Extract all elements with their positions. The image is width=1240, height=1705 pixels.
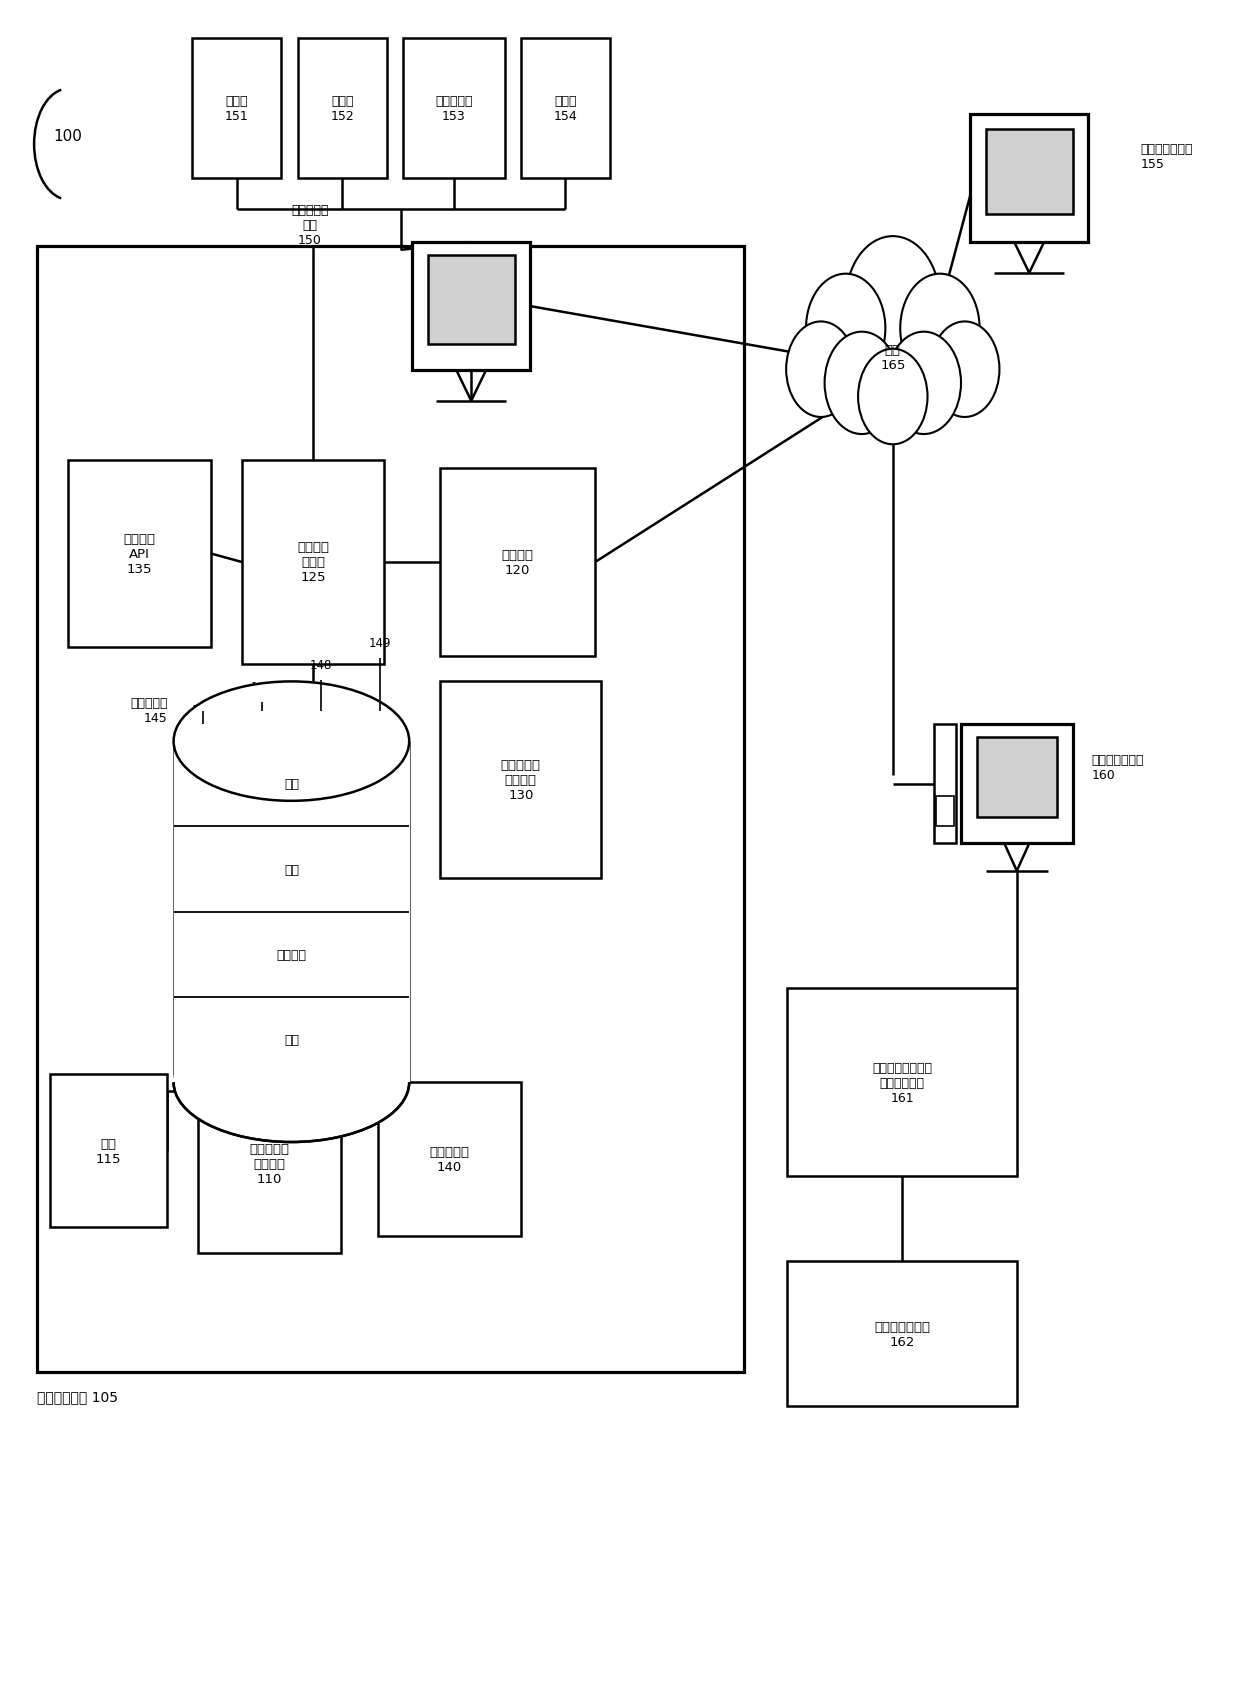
Circle shape — [887, 332, 961, 435]
Text: 转换器
152: 转换器 152 — [330, 95, 355, 123]
Text: 内容数据: 内容数据 — [277, 948, 306, 962]
Bar — [521, 39, 610, 179]
Circle shape — [806, 275, 885, 384]
Circle shape — [846, 237, 940, 367]
Circle shape — [786, 322, 856, 418]
Bar — [961, 725, 1073, 844]
Circle shape — [930, 322, 999, 418]
Text: 服务提供者自然语
言处理器组件
161: 服务提供者自然语 言处理器组件 161 — [872, 1061, 932, 1105]
Ellipse shape — [174, 682, 409, 801]
Text: 传感器
151: 传感器 151 — [224, 95, 249, 123]
Text: 147: 147 — [250, 680, 273, 694]
Text: 接口
115: 接口 115 — [95, 1137, 122, 1165]
Text: 直接动作
API
135: 直接动作 API 135 — [124, 532, 155, 576]
Text: 100: 100 — [53, 130, 83, 143]
Bar — [428, 256, 515, 344]
Text: 客户端计算
设备
150: 客户端计算 设备 150 — [291, 203, 329, 247]
Bar — [787, 989, 1017, 1176]
Text: 自然语言处
理器组件
110: 自然语言处 理器组件 110 — [249, 1142, 290, 1185]
Bar — [37, 247, 744, 1373]
Text: 146: 146 — [192, 702, 215, 716]
Text: 模板: 模板 — [284, 1033, 299, 1047]
Text: 149: 149 — [368, 636, 391, 650]
Text: 148: 148 — [310, 658, 332, 672]
Text: 数据处理系统 105: 数据处理系统 105 — [37, 1390, 118, 1403]
Text: 数据存储库
145: 数据存储库 145 — [130, 697, 167, 725]
Circle shape — [858, 350, 928, 445]
Text: 预测组件
120: 预测组件 120 — [502, 549, 533, 576]
Bar — [440, 682, 601, 878]
Bar — [934, 725, 956, 844]
Bar — [298, 39, 387, 179]
Bar — [50, 1074, 167, 1228]
Circle shape — [900, 275, 980, 384]
Bar — [403, 39, 505, 179]
Bar — [787, 1262, 1017, 1407]
Bar — [174, 742, 409, 1083]
Bar — [192, 39, 281, 179]
Text: 网络
165: 网络 165 — [880, 344, 905, 372]
Ellipse shape — [174, 1023, 409, 1142]
Bar — [986, 130, 1073, 215]
Text: 音频信号生
成器组件
130: 音频信号生 成器组件 130 — [501, 759, 541, 801]
Text: 策略: 策略 — [284, 863, 299, 876]
Text: 音频驱动器
153: 音频驱动器 153 — [435, 95, 472, 123]
Bar — [977, 737, 1058, 817]
Text: 会话处理机
140: 会话处理机 140 — [429, 1146, 470, 1173]
Text: 内容提供者设备
155: 内容提供者设备 155 — [1141, 143, 1193, 170]
Bar — [378, 1083, 521, 1236]
Circle shape — [825, 332, 899, 435]
Text: 内容选择
器组件
125: 内容选择 器组件 125 — [298, 540, 329, 585]
Bar — [412, 244, 531, 372]
Text: 扬声器
154: 扬声器 154 — [553, 95, 578, 123]
Bar — [936, 796, 954, 827]
Bar — [68, 460, 211, 648]
Bar — [198, 1074, 341, 1253]
Bar — [440, 469, 595, 656]
Text: 服务提供者设备
160: 服务提供者设备 160 — [1091, 754, 1143, 781]
Bar — [970, 116, 1089, 242]
Bar — [242, 460, 384, 665]
Text: 服务提供者接口
162: 服务提供者接口 162 — [874, 1320, 930, 1349]
Text: 参数: 参数 — [284, 777, 299, 791]
